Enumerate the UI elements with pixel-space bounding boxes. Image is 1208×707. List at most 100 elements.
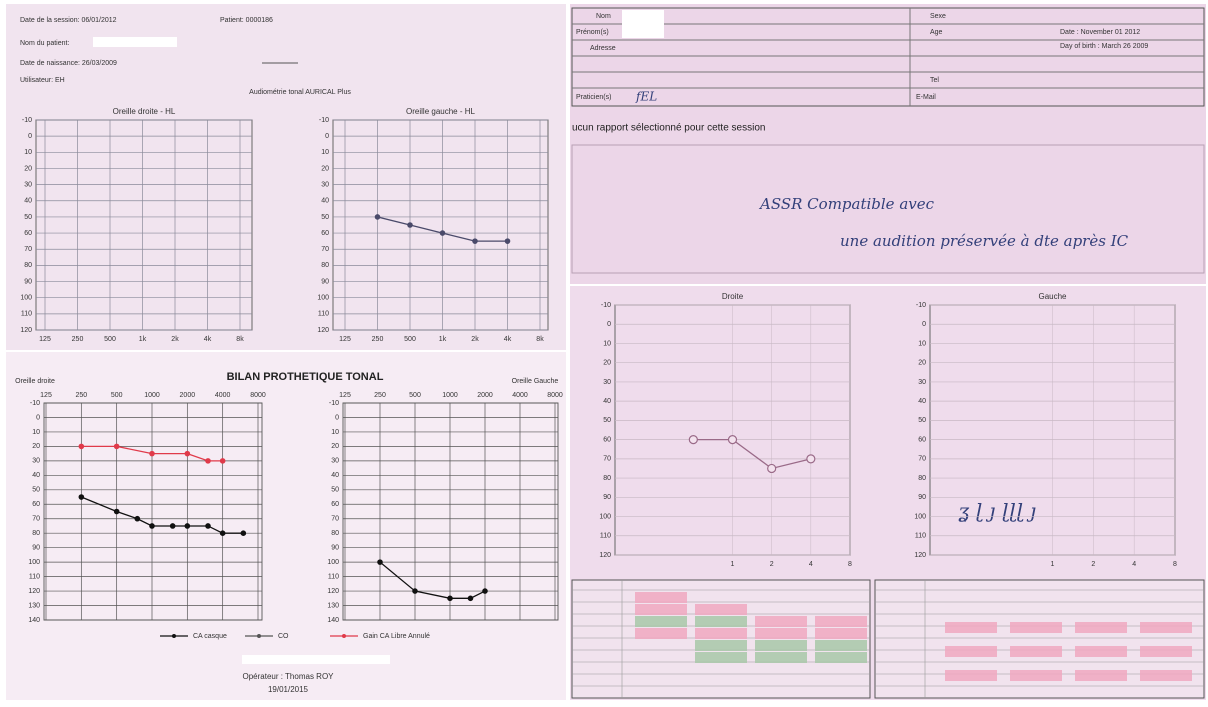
y-tick-label: 70 [331, 516, 339, 523]
table-cell [1075, 670, 1127, 681]
form-nom: Nom [596, 13, 611, 20]
y-tick-label: 40 [918, 398, 926, 405]
data-point [688, 435, 698, 445]
y-tick-label: 60 [603, 436, 611, 443]
y-tick-label: 120 [599, 552, 611, 559]
y-tick-label: 120 [914, 552, 926, 559]
form-sexe: Sexe [930, 13, 946, 20]
form-date: Date : November 01 2012 [1060, 29, 1140, 36]
patient-name-label: Nom du patient: [20, 40, 69, 47]
y-tick-label: 70 [321, 246, 329, 253]
chart-title: Gauche [1038, 292, 1067, 301]
x-tick-label: 8k [236, 336, 244, 343]
panel-bilan [6, 352, 566, 700]
y-tick-label: 10 [331, 429, 339, 436]
x-tick-label: 4k [504, 336, 512, 343]
x-tick-label: 4000 [215, 392, 231, 399]
y-tick-label: 50 [32, 487, 40, 494]
table-cell [755, 616, 807, 627]
x-tick-label: 500 [409, 392, 421, 399]
table-cell [815, 652, 867, 663]
legend-label: Gain CA Libre Annulé [363, 633, 430, 640]
y-tick-label: 0 [607, 321, 611, 328]
y-tick-label: 120 [327, 588, 339, 595]
report-box [571, 144, 1205, 274]
data-point [467, 595, 474, 602]
y-tick-label: 100 [914, 513, 926, 520]
form-age: Age [930, 29, 943, 36]
table-cell [635, 628, 687, 639]
y-tick-label: 20 [331, 443, 339, 450]
y-tick-label: 30 [603, 379, 611, 386]
y-tick-label: 100 [327, 559, 339, 566]
x-tick-label: 2 [770, 561, 774, 568]
x-tick-label: 8000 [547, 392, 563, 399]
data-point [767, 463, 777, 474]
y-tick-label: 30 [918, 379, 926, 386]
x-tick-label: 1k [439, 336, 447, 343]
y-tick-label: 30 [24, 181, 32, 188]
x-tick-label: 2 [1091, 561, 1095, 568]
data-point [184, 450, 191, 457]
redaction [242, 655, 390, 664]
table-cell [945, 670, 997, 681]
y-tick-label: 80 [331, 530, 339, 537]
data-point [169, 523, 176, 529]
y-tick-label: 90 [331, 545, 339, 552]
y-tick-label: 20 [918, 360, 926, 367]
bilan-date: 19/01/2015 [268, 685, 309, 694]
x-tick-label: 250 [72, 336, 84, 343]
session-date: Date de la session: 06/01/2012 [20, 17, 117, 24]
x-tick-label: 250 [374, 392, 386, 399]
legend-marker [257, 634, 261, 638]
y-tick-label: 10 [24, 149, 32, 156]
data-point [377, 559, 383, 565]
data-point [439, 230, 446, 236]
series-line [693, 438, 811, 470]
birth-date: Date de naissance: 26/03/2009 [20, 60, 117, 67]
y-tick-label: 120 [28, 588, 40, 595]
y-tick-label: 0 [335, 414, 339, 421]
data-point [78, 494, 85, 500]
y-tick-label: 20 [321, 165, 329, 172]
right-ear-label: Oreille droite [15, 378, 55, 385]
form-prenom: Prénom(s) [576, 29, 609, 36]
chart-title: Oreille gauche - HL [406, 107, 475, 116]
y-tick-label: 40 [32, 472, 40, 479]
y-tick-label: 120 [317, 327, 329, 334]
data-point [407, 222, 413, 228]
audiometry-title: Audiométrie tonal AURICAL Plus [249, 89, 351, 96]
table-cell [815, 640, 867, 651]
y-tick-label: 120 [20, 327, 32, 334]
y-tick-label: 90 [321, 278, 329, 285]
x-tick-label: 500 [104, 336, 116, 343]
y-tick-label: 0 [922, 321, 926, 328]
panel-audiometry [6, 4, 566, 350]
y-tick-label: 100 [20, 295, 32, 302]
y-tick-label: 130 [327, 602, 339, 609]
table-cell [1075, 646, 1127, 657]
chart-title: Oreille droite - HL [113, 107, 176, 116]
y-tick-label: 110 [600, 533, 611, 540]
data-point [134, 515, 141, 522]
y-tick-label: 80 [32, 530, 40, 537]
handwritten-line: ASSR Compatible avec [758, 195, 935, 213]
table-cell [1140, 646, 1192, 657]
table-cell [815, 628, 867, 639]
form-birth: Day of birth : March 26 2009 [1060, 43, 1148, 50]
data-point [412, 588, 418, 594]
data-point [219, 458, 226, 464]
y-tick-label: 70 [32, 516, 40, 523]
y-tick-label: 50 [331, 487, 339, 494]
y-tick-label: 60 [321, 230, 329, 237]
y-tick-label: -10 [30, 400, 40, 407]
table-cell [695, 616, 747, 627]
y-tick-label: 30 [321, 181, 329, 188]
y-tick-label: 50 [603, 417, 611, 424]
y-tick-label: 80 [321, 262, 329, 269]
panel-report [570, 4, 1206, 284]
table-cell [635, 592, 687, 603]
patient-form [571, 7, 1205, 107]
y-tick-label: 110 [318, 311, 329, 318]
handwritten-mark: ʓ ɭ ȷ ɭɭɭ ȷ [958, 499, 1036, 523]
